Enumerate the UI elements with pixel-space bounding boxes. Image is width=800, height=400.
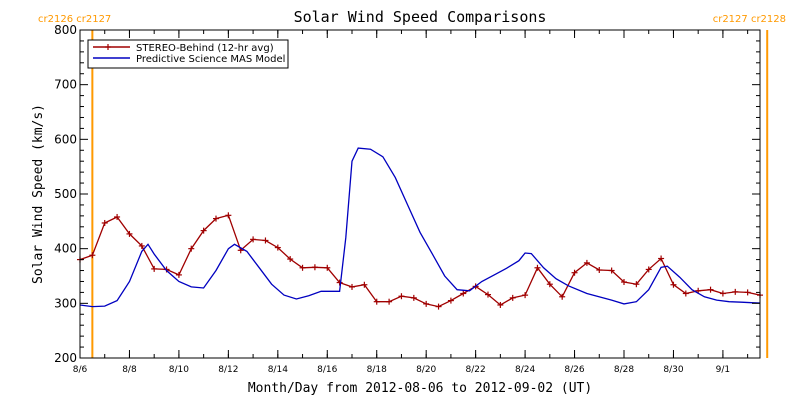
data-point-marker <box>621 279 627 286</box>
data-point-marker <box>126 230 133 237</box>
data-point-marker <box>571 269 578 276</box>
y-tick-label: 600 <box>54 132 77 146</box>
x-tick-label: 8/22 <box>466 365 486 375</box>
data-point-marker <box>608 267 615 274</box>
data-point-marker <box>386 298 393 305</box>
data-point-marker <box>311 264 318 271</box>
data-point-marker <box>670 281 677 288</box>
chart-title: Solar Wind Speed Comparisons <box>294 8 547 26</box>
data-point-marker <box>658 255 665 262</box>
legend: STEREO-Behind (12-hr avg)Predictive Scie… <box>87 39 289 69</box>
legend-label: STEREO-Behind (12-hr avg) <box>136 43 274 54</box>
data-point-marker <box>299 264 306 271</box>
legend-label: Predictive Science MAS Model <box>136 54 285 65</box>
data-point-marker <box>398 293 405 300</box>
x-axis: 8/6 8/8 8/10 8/12 8/14 8/16 8/18 8/20 8/22 8/24 8/… <box>73 30 749 375</box>
x-tick-label: 8/14 <box>268 365 288 375</box>
data-point-marker <box>546 281 553 288</box>
data-point-marker <box>682 290 689 297</box>
data-point-marker <box>213 215 219 222</box>
data-point-marker <box>509 294 516 301</box>
series-layer <box>77 147 763 310</box>
data-point-marker <box>262 237 269 244</box>
data-point-marker <box>138 242 145 249</box>
x-tick-label: 8/26 <box>564 365 584 375</box>
data-point-marker <box>522 292 529 299</box>
data-point-marker <box>633 281 640 288</box>
data-point-marker <box>151 265 158 272</box>
data-point-marker <box>336 279 343 286</box>
data-point-marker <box>287 256 294 263</box>
data-point-marker <box>744 289 751 296</box>
data-point-marker <box>349 283 355 290</box>
data-point-marker <box>719 290 726 297</box>
x-tick-label: 8/6 <box>73 365 88 375</box>
y-axis-label: Solar Wind Speed (km/s) <box>31 104 46 284</box>
data-point-marker <box>175 271 182 278</box>
data-point-marker <box>435 303 442 310</box>
data-point-marker <box>732 288 739 295</box>
legend-box <box>87 39 289 69</box>
x-tick-label: 8/20 <box>416 365 436 375</box>
data-point-marker <box>250 236 257 243</box>
x-tick-label: 8/12 <box>218 365 238 375</box>
carrington-label: cr2126 cr2127 <box>38 14 111 25</box>
data-point-marker <box>645 266 652 273</box>
y-tick-label: 200 <box>54 351 77 365</box>
data-point-marker <box>274 244 281 251</box>
data-point-marker <box>583 259 590 266</box>
x-tick-label: 8/8 <box>122 365 137 375</box>
data-point-marker <box>373 298 380 305</box>
data-point-marker <box>225 212 232 219</box>
data-point-marker <box>534 264 541 271</box>
x-tick-label: 8/28 <box>614 365 634 375</box>
x-tick-label: 8/10 <box>169 365 189 375</box>
data-point-marker <box>361 281 368 288</box>
y-tick-label: 300 <box>54 296 77 310</box>
data-point-marker <box>559 293 566 300</box>
carrington-markers: cr2126 cr2127 cr2127 cr2128 <box>38 14 786 358</box>
data-point-marker <box>410 294 417 301</box>
data-point-marker <box>423 300 430 307</box>
x-tick-label: 8/18 <box>367 365 387 375</box>
data-point-marker <box>460 290 467 297</box>
x-tick-label: 9/1 <box>716 365 730 375</box>
x-tick-label: 8/16 <box>317 365 337 375</box>
data-point-marker <box>485 291 491 298</box>
carrington-label: cr2127 cr2128 <box>713 14 786 25</box>
x-tick-label: 8/30 <box>663 365 683 375</box>
y-axis: 200 300 400 500 600 700 800 <box>54 23 760 365</box>
data-point-marker <box>163 266 170 273</box>
y-tick-label: 500 <box>54 187 77 201</box>
data-point-marker <box>596 266 603 273</box>
data-point-marker <box>89 252 96 259</box>
x-axis-label: Month/Day from 2012-08-06 to 2012-09-02 … <box>248 381 592 396</box>
data-point-marker <box>200 227 207 234</box>
y-tick-label: 700 <box>54 78 77 92</box>
data-point-marker <box>114 213 121 220</box>
data-point-marker <box>101 219 108 226</box>
series-line-mas-model <box>80 147 760 308</box>
data-point-marker <box>707 286 714 293</box>
data-point-marker <box>324 264 331 271</box>
x-tick-label: 8/24 <box>515 365 535 375</box>
y-tick-label: 800 <box>54 23 77 37</box>
data-point-marker <box>497 301 504 308</box>
data-point-marker <box>447 297 454 304</box>
data-point-marker <box>188 245 195 252</box>
y-tick-label: 400 <box>54 242 77 256</box>
